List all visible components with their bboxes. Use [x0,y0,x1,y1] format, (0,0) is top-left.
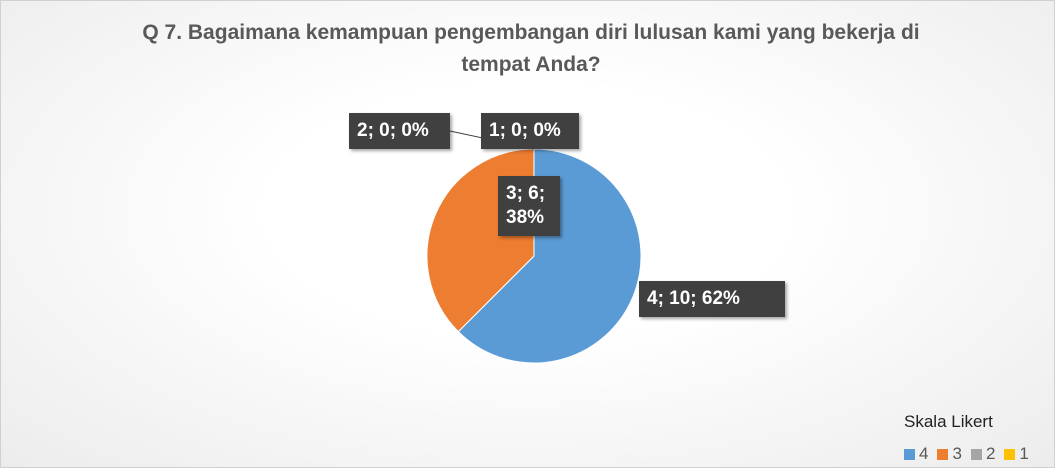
data-label: 3; 6; 38% [498,176,560,236]
legend: 4 3 2 1 [904,444,1029,464]
legend-item: 3 [937,444,962,464]
legend-item: 2 [970,444,996,464]
legend-item: 4 [904,444,928,464]
legend-swatch [937,448,949,460]
chart-title: Q 7. Bagaimana kemampuan pengembangan di… [142,21,920,76]
legend-swatch [904,448,915,460]
legend-swatch [1004,448,1016,460]
legend-label: 4 [919,444,929,463]
data-label: 2; 0; 0% [349,113,450,149]
legend-item: 1 [1004,444,1029,464]
legend-label: 1 [1019,444,1029,463]
pie-slice [457,148,642,364]
legend-swatch [970,448,982,460]
data-label: 1; 0; 0% [481,113,579,149]
legend-title: Skala Likert [904,412,993,431]
legend-label: 3 [952,444,962,463]
data-label: 4; 10; 62% [639,281,785,317]
legend-label: 2 [985,444,996,463]
